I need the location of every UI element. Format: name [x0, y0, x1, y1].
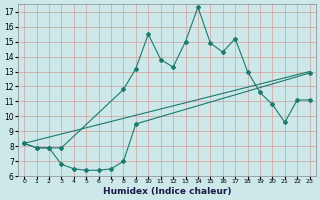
- X-axis label: Humidex (Indice chaleur): Humidex (Indice chaleur): [103, 187, 231, 196]
